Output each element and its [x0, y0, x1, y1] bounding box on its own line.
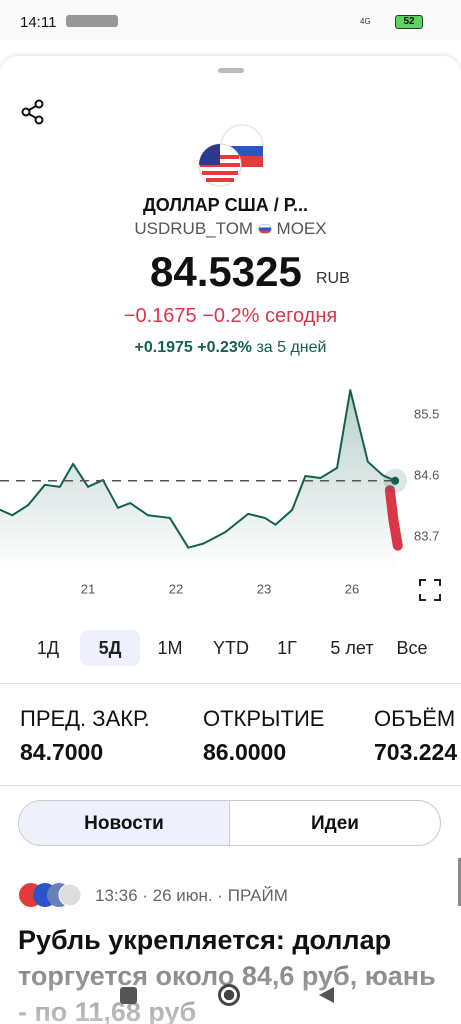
- y-tick-label: 85.5: [414, 407, 439, 422]
- stat-label: ПРЕД. ЗАКР.: [20, 706, 150, 731]
- share-button[interactable]: [20, 99, 46, 125]
- change-period: +0.1975 +0.23% за 5 дней: [0, 339, 461, 357]
- status-bar: 14:11 4G 52: [0, 0, 461, 40]
- stat-value: 703.224: [374, 739, 458, 765]
- price: 84.5325: [150, 248, 302, 295]
- ticker: USDRUB_TOM: [134, 219, 254, 238]
- exchange: MOEX: [276, 219, 327, 238]
- news-source-icons: [19, 883, 82, 907]
- feed-tab[interactable]: Новости: [19, 801, 229, 845]
- stat-label: ОБЪЁМ: [374, 706, 456, 731]
- status-icons: [66, 15, 118, 27]
- change-label: за 5 дней: [256, 339, 327, 356]
- currency: RUB: [316, 270, 350, 287]
- status-time: 14:11: [20, 14, 57, 31]
- stat-value: 86.0000: [203, 739, 287, 765]
- range-tab[interactable]: 1М: [157, 638, 183, 658]
- line: [384, 485, 403, 551]
- divider: [0, 683, 461, 684]
- battery: 52: [395, 15, 423, 29]
- feed-tabs: Новости Идеи: [18, 800, 441, 846]
- network: 4G: [360, 17, 371, 26]
- news-meta: 13:36 · 26 июн. · ПРАЙМ: [95, 886, 288, 905]
- area: [0, 390, 396, 570]
- back-button[interactable]: [316, 985, 336, 1005]
- flags-icon: [198, 124, 264, 187]
- recents-button[interactable]: [120, 987, 137, 1004]
- instrument-name: ДОЛЛАР США / Р...: [142, 195, 309, 215]
- change-pct: −0.2%: [202, 305, 260, 327]
- home-button[interactable]: [218, 984, 240, 1006]
- price-chart: 85.5 84.6 83.7 21 22 23 26: [0, 389, 439, 596]
- fullscreen-button[interactable]: [418, 578, 442, 602]
- range-tab[interactable]: 5 лет: [330, 638, 374, 658]
- stat-label: ОТКРЫТИЕ: [203, 706, 325, 731]
- x-tick-label: 22: [169, 581, 183, 596]
- stat-value: 84.7000: [20, 739, 104, 765]
- range-tab[interactable]: Все: [396, 638, 428, 658]
- x-tick-label: 23: [257, 581, 271, 596]
- change-pct: +0.23%: [197, 339, 252, 356]
- x-tick-label: 26: [345, 581, 359, 596]
- ticker-line: USDRUB_TOM MOEX: [0, 219, 461, 239]
- range-tab[interactable]: YTD: [213, 638, 249, 658]
- range-tab[interactable]: 1Г: [277, 638, 297, 658]
- drag-handle[interactable]: [218, 68, 244, 73]
- change-label: сегодня: [265, 305, 338, 327]
- change-today: −0.1675 −0.2% сегодня: [0, 305, 461, 328]
- scrollbar: [458, 858, 461, 906]
- divider: [0, 785, 461, 786]
- nav-bar: [0, 972, 461, 1024]
- change-abs: +0.1975: [134, 339, 193, 356]
- ru-flag: [257, 224, 272, 234]
- x-tick-label: 21: [81, 581, 95, 596]
- range-tab[interactable]: 1Д: [36, 638, 60, 658]
- range-tab[interactable]: 5Д: [80, 630, 140, 666]
- last-point: [391, 476, 400, 485]
- y-tick-label: 84.6: [414, 467, 439, 482]
- y-tick-label: 83.7: [414, 528, 439, 543]
- feed-tab[interactable]: Идеи: [229, 801, 440, 845]
- line: [0, 389, 397, 549]
- change-abs: −0.1675: [123, 305, 197, 327]
